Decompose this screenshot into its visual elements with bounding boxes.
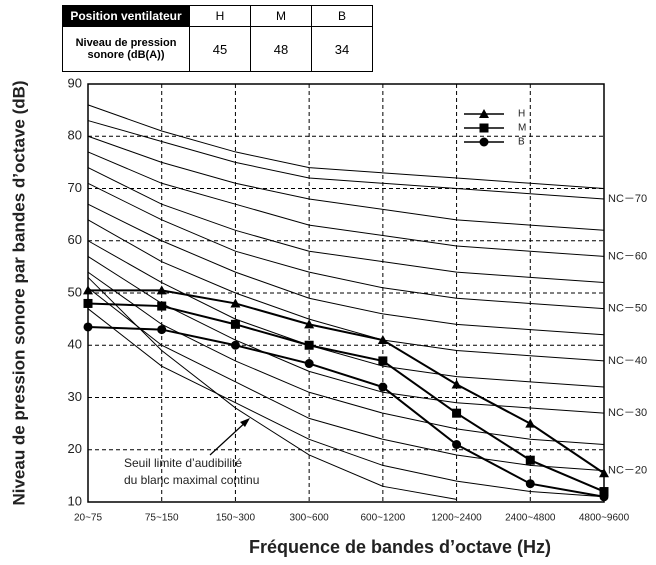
nc-curve	[87, 308, 605, 498]
marker	[525, 479, 535, 489]
sound-table: Position ventilateur H M B Niveau de pre…	[62, 5, 373, 72]
marker	[83, 322, 93, 332]
y-tick-label: 80	[68, 128, 82, 143]
nc-label: NC－20	[608, 465, 647, 477]
nc-curve	[87, 182, 605, 310]
table-cell: Niveau de pression sonore (dB(A))	[62, 26, 190, 72]
nc-curve	[87, 203, 605, 336]
marker	[83, 298, 93, 308]
series-line	[88, 289, 605, 475]
arrow-head	[240, 418, 250, 427]
marker	[157, 325, 167, 335]
marker	[599, 487, 609, 497]
marker	[479, 137, 489, 147]
annotation: Seuil limite d’audibilité	[124, 456, 242, 470]
marker	[230, 319, 240, 329]
x-tick-label: 75~150	[145, 513, 179, 524]
legend-label: B	[518, 137, 525, 148]
marker	[304, 340, 314, 350]
nc-curve	[87, 135, 605, 231]
series-line	[87, 302, 605, 493]
x-tick-label: 20~75	[74, 513, 103, 524]
marker	[451, 379, 462, 389]
x-tick-label: 600~1200	[360, 513, 405, 524]
x-axis-label: Fréquence de bandes d’octave (Hz)	[249, 537, 551, 557]
marker	[157, 301, 167, 311]
marker	[230, 340, 240, 350]
y-tick-label: 10	[68, 493, 82, 508]
marker	[599, 468, 609, 478]
marker	[452, 440, 462, 450]
x-tick-label: 150~300	[216, 513, 256, 524]
nc-label: NC－30	[608, 407, 647, 419]
y-tick-label: 40	[68, 337, 82, 352]
nc-label: NC－40	[608, 355, 647, 367]
x-tick-label: 4800~9600	[579, 513, 630, 524]
x-tick-label: 2400~4800	[505, 513, 556, 524]
nc-curve	[87, 151, 605, 257]
marker	[378, 382, 388, 392]
marker	[452, 408, 462, 418]
marker	[479, 123, 489, 133]
nc-label: NC－50	[608, 303, 647, 315]
marker	[599, 492, 609, 502]
nc-curve	[87, 271, 605, 446]
y-tick-label: 60	[68, 232, 82, 247]
nc-curve	[87, 120, 605, 200]
marker	[479, 109, 489, 118]
x-tick-label: 300~600	[290, 513, 330, 524]
legend-label: H	[518, 109, 525, 120]
table-cell: 34	[311, 26, 373, 72]
legend-label: M	[518, 123, 526, 134]
marker	[377, 335, 388, 345]
marker	[230, 298, 241, 308]
marker	[304, 359, 314, 369]
y-tick-label: 30	[68, 389, 82, 404]
series-line	[87, 325, 605, 498]
nc-curve	[87, 287, 605, 472]
marker	[156, 285, 167, 295]
table-cell: Position ventilateur	[62, 5, 190, 27]
nc-label: NC－70	[608, 193, 647, 205]
annotation-arrow	[209, 419, 249, 456]
marker	[525, 418, 536, 428]
marker	[83, 285, 93, 295]
threshold-curve	[87, 276, 457, 500]
y-tick-label: 70	[68, 180, 82, 195]
marker	[304, 319, 315, 329]
table-row: Niveau de pression sonore (dB(A)) 45 48 …	[62, 26, 373, 72]
y-tick-label: 50	[68, 284, 82, 299]
y-axis-label: Niveau de pression sonore par bandes d’o…	[9, 80, 28, 505]
y-tick-label: 20	[68, 441, 82, 456]
y-tick-label: 90	[68, 75, 82, 90]
marker	[378, 356, 388, 366]
annotation: du blanc maximal continu	[124, 473, 259, 487]
marker	[525, 455, 535, 465]
x-tick-label: 1200~2400	[431, 513, 482, 524]
nc-label: NC－60	[608, 250, 647, 262]
nc-curve	[87, 219, 605, 362]
nc-curve	[87, 104, 605, 189]
nc-curve	[87, 167, 605, 284]
nc-curve	[87, 240, 605, 388]
